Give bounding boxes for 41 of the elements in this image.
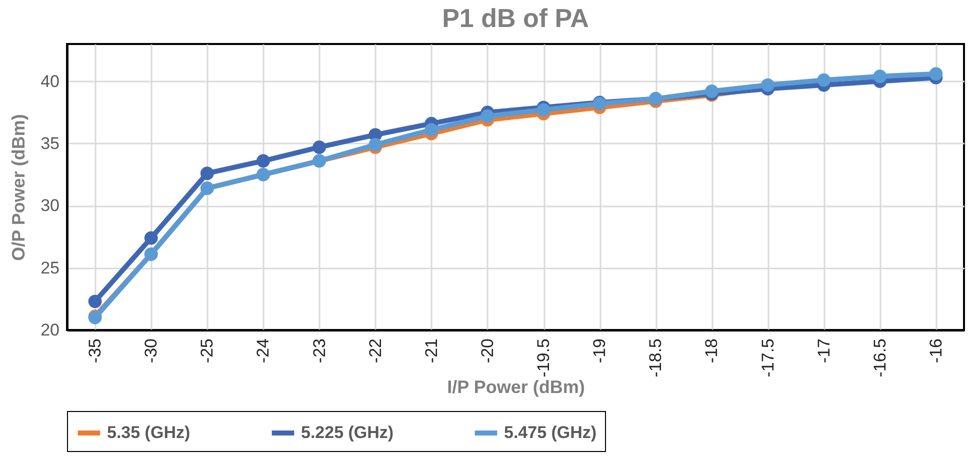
point bbox=[705, 84, 718, 98]
x-tick-label: -30 bbox=[142, 338, 161, 364]
x-tick-label: -24 bbox=[254, 338, 273, 364]
x-tick-label: -17.5 bbox=[758, 338, 778, 378]
point bbox=[817, 73, 831, 87]
x-tick-label: -16 bbox=[926, 338, 946, 364]
point bbox=[873, 70, 887, 84]
point bbox=[929, 67, 943, 81]
point bbox=[312, 140, 326, 154]
x-axis-title: I/P Power (dBm) bbox=[447, 377, 585, 398]
x-tick-label: -25 bbox=[198, 338, 217, 364]
point bbox=[761, 78, 774, 92]
x-tick-label: -35 bbox=[86, 338, 105, 364]
x-tick-label: -18 bbox=[702, 338, 722, 364]
point bbox=[480, 109, 494, 123]
y-tick-label: 30 bbox=[40, 196, 60, 216]
point bbox=[368, 138, 382, 152]
x-tick-label: -17 bbox=[814, 338, 834, 364]
y-tick-label: 20 bbox=[40, 320, 60, 340]
point bbox=[256, 154, 270, 168]
point bbox=[424, 123, 438, 136]
x-tick-label: -19 bbox=[590, 338, 610, 364]
x-tick-label: -19.5 bbox=[534, 338, 554, 378]
x-tick-label: -22 bbox=[366, 338, 385, 364]
point bbox=[536, 103, 550, 117]
y-axis-title: O/P Power (dBm) bbox=[8, 114, 29, 261]
point bbox=[200, 166, 214, 180]
legend-label: 5.475 (GHz) bbox=[504, 423, 597, 442]
x-tick-label: -21 bbox=[422, 338, 441, 364]
x-tick-label: -23 bbox=[310, 338, 329, 364]
y-tick-label: 35 bbox=[40, 134, 60, 153]
x-tick-label: -18.5 bbox=[646, 338, 666, 378]
chart-title: P1 dB of PA bbox=[442, 3, 590, 33]
point bbox=[144, 231, 158, 245]
x-tick-label: -20 bbox=[478, 338, 497, 364]
legend-label: 5.225 (GHz) bbox=[301, 423, 394, 442]
y-tick-label: 40 bbox=[40, 72, 60, 91]
x-tick-label: -16.5 bbox=[870, 338, 890, 378]
y-tick-label: 25 bbox=[40, 258, 60, 278]
legend-label: 5.35 (GHz) bbox=[107, 423, 190, 442]
point bbox=[88, 294, 102, 308]
